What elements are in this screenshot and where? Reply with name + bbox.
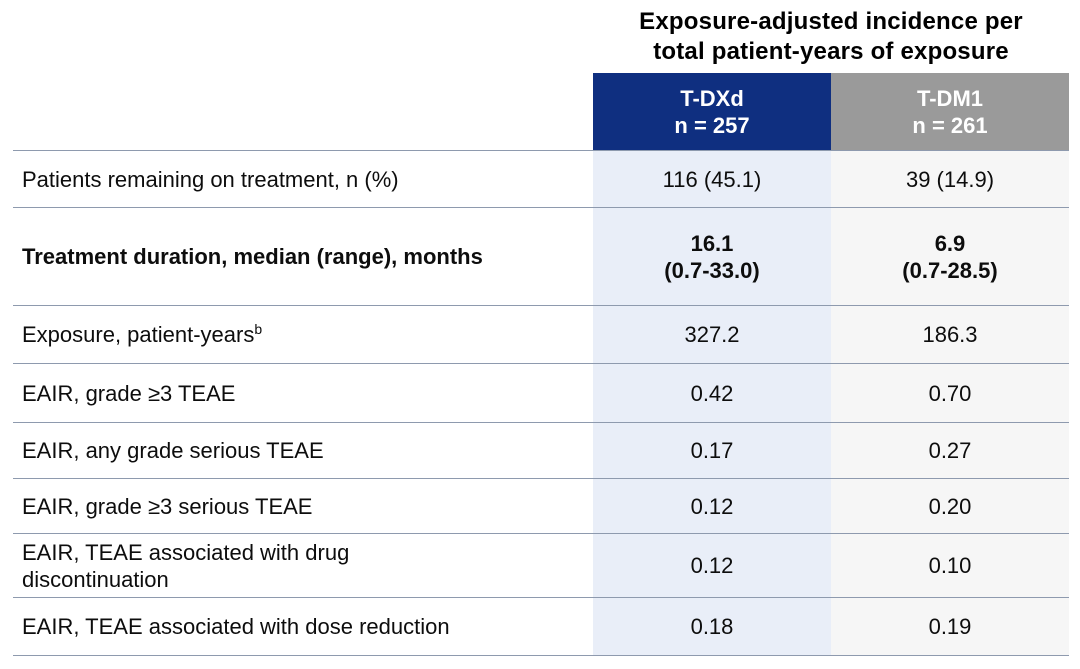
- table-body: Patients remaining on treatment, n (%) 1…: [13, 150, 1069, 656]
- row-label: EAIR, any grade serious TEAE: [13, 423, 593, 478]
- tdxd-value: 0.18: [593, 598, 831, 655]
- table-title: Exposure-adjusted incidence per total pa…: [639, 8, 1023, 65]
- table-row: EAIR, TEAE associated with drug disconti…: [13, 533, 1069, 597]
- table-row: Patients remaining on treatment, n (%) 1…: [13, 150, 1069, 207]
- data-table: T-DXd n = 257 T-DM1 n = 261 Patients rem…: [13, 73, 1069, 656]
- row-label: EAIR, TEAE associated with drug disconti…: [13, 534, 593, 597]
- tdxd-value: 116 (45.1): [593, 151, 831, 207]
- table-row: EAIR, TEAE associated with dose reductio…: [13, 597, 1069, 655]
- tdxd-value: 16.1 (0.7-33.0): [593, 208, 831, 305]
- column-header-tdxd-name: T-DXd: [680, 85, 744, 111]
- tdxd-value: 0.42: [593, 364, 831, 422]
- table-row: EAIR, any grade serious TEAE 0.17 0.27: [13, 422, 1069, 478]
- tdxd-value: 0.12: [593, 479, 831, 533]
- tdm1-value: 186.3: [831, 306, 1069, 363]
- row-label: Patients remaining on treatment, n (%): [13, 151, 593, 207]
- column-header-tdxd: T-DXd n = 257: [593, 73, 831, 150]
- tdm1-value: 0.19: [831, 598, 1069, 655]
- tdm1-value: 0.70: [831, 364, 1069, 422]
- table-row: Treatment duration, median (range), mont…: [13, 207, 1069, 305]
- column-header-tdxd-n: n = 257: [674, 112, 750, 138]
- tdm1-value: 39 (14.9): [831, 151, 1069, 207]
- column-header-tdm1-name: T-DM1: [917, 85, 983, 111]
- tdm1-value: 0.20: [831, 479, 1069, 533]
- row-label: EAIR, grade ≥3 TEAE: [13, 364, 593, 422]
- tdm1-value: 0.27: [831, 423, 1069, 478]
- tdm1-value: 0.10: [831, 534, 1069, 597]
- table-row: Exposure, patient-years b 327.2 186.3: [13, 305, 1069, 363]
- column-header-tdm1: T-DM1 n = 261: [831, 73, 1069, 150]
- column-header-tdm1-n: n = 261: [912, 112, 988, 138]
- row-label: Exposure, patient-years b: [13, 306, 593, 363]
- tdxd-value: 0.12: [593, 534, 831, 597]
- header-spacer-cell: [13, 73, 593, 150]
- table-header-row: T-DXd n = 257 T-DM1 n = 261: [13, 73, 1069, 150]
- table-row: EAIR, grade ≥3 TEAE 0.42 0.70: [13, 363, 1069, 422]
- tdm1-value: 6.9 (0.7-28.5): [831, 208, 1069, 305]
- row-label: Treatment duration, median (range), mont…: [13, 208, 593, 305]
- tdxd-value: 0.17: [593, 423, 831, 478]
- tdxd-value: 327.2: [593, 306, 831, 363]
- row-label: EAIR, TEAE associated with dose reductio…: [13, 598, 593, 655]
- row-label: EAIR, grade ≥3 serious TEAE: [13, 479, 593, 533]
- table-row: EAIR, grade ≥3 serious TEAE 0.12 0.20: [13, 478, 1069, 533]
